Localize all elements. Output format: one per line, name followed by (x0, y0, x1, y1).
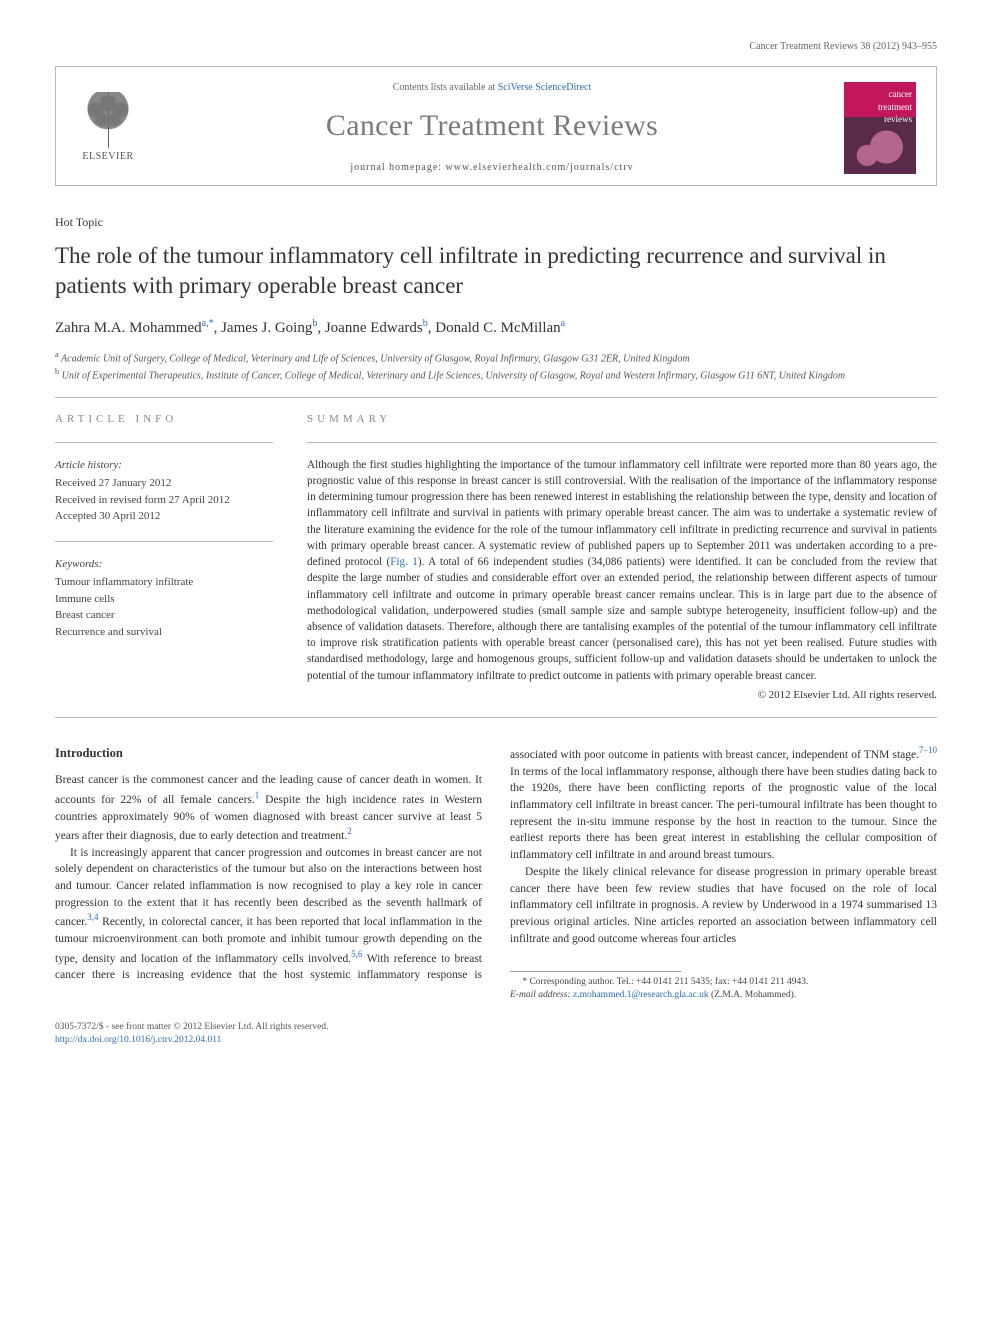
ref-3-4[interactable]: 3,4 (87, 912, 98, 922)
divider (55, 717, 937, 718)
front-matter-line: 0305-7372/$ - see front matter © 2012 El… (55, 1021, 937, 1034)
cover-line1: cancer (848, 88, 912, 101)
keyword-3: Recurrence and survival (55, 624, 273, 641)
summary-text: Although the first studies highlighting … (307, 457, 937, 684)
p4: Despite the likely clinical relevance fo… (510, 866, 937, 945)
ref-5-6[interactable]: 5,6 (351, 949, 362, 959)
history-accepted: Accepted 30 April 2012 (55, 508, 273, 525)
homepage-prefix: journal homepage: (350, 162, 445, 173)
author-2: , James J. Going (214, 320, 313, 336)
corresponding-author: Corresponding author. Tel.: +44 0141 211… (527, 977, 808, 987)
bottom-strip: 0305-7372/$ - see front matter © 2012 El… (55, 1021, 937, 1048)
history-title: Article history: (55, 457, 273, 474)
history-revised: Received in revised form 27 April 2012 (55, 492, 273, 509)
email-label: E-mail address: (510, 990, 573, 1000)
divider (307, 442, 937, 443)
keyword-2: Breast cancer (55, 607, 273, 624)
contents-prefix: Contents lists available at (393, 82, 498, 93)
intro-heading: Introduction (55, 744, 482, 762)
doi-link[interactable]: http://dx.doi.org/10.1016/j.ctrv.2012.04… (55, 1035, 221, 1045)
divider (55, 541, 273, 542)
author-3: , Joanne Edwards (317, 320, 422, 336)
email-suffix: (Z.M.A. Mohammed). (709, 990, 797, 1000)
footnote-rule (510, 971, 681, 972)
elsevier-logo: ELSEVIER (76, 92, 140, 164)
running-head: Cancer Treatment Reviews 38 (2012) 943–9… (55, 40, 937, 54)
email-link[interactable]: z.mohammed.1@research.gla.ac.uk (573, 990, 709, 1000)
journal-homepage: journal homepage: www.elsevierhealth.com… (158, 161, 826, 175)
sciencedirect-link[interactable]: SciVerse ScienceDirect (498, 82, 592, 93)
journal-title: Cancer Treatment Reviews (158, 105, 826, 147)
elsevier-tree-icon (80, 92, 136, 148)
journal-cover-thumbnail: cancer treatment reviews (844, 82, 916, 174)
affiliation-a: Academic Unit of Surgery, College of Med… (61, 353, 690, 364)
cover-line2: treatment (848, 101, 912, 114)
ref-7-10[interactable]: 7–10 (919, 745, 937, 755)
body-columns: Introduction Breast cancer is the common… (55, 744, 937, 1002)
author-1: Zahra M.A. Mohammed (55, 320, 202, 336)
fig-1-link[interactable]: Fig. 1 (390, 556, 418, 568)
keyword-1: Immune cells (55, 591, 273, 608)
keywords-title: Keywords: (55, 556, 273, 573)
summary-copyright: © 2012 Elsevier Ltd. All rights reserved… (307, 688, 937, 703)
author-4: , Donald C. McMillan (428, 320, 561, 336)
homepage-url[interactable]: www.elsevierhealth.com/journals/ctrv (446, 162, 634, 173)
article-category: Hot Topic (55, 214, 937, 231)
summary-label: SUMMARY (307, 412, 937, 427)
affiliations: a Academic Unit of Surgery, College of M… (55, 349, 937, 384)
article-info-label: ARTICLE INFO (55, 412, 273, 427)
summary-before-link: Although the first studies highlighting … (307, 459, 937, 568)
affiliation-b: Unit of Experimental Therapeutics, Insti… (62, 370, 845, 381)
summary-after-link: ). A total of 66 independent studies (34… (307, 556, 937, 682)
contents-available-line: Contents lists available at SciVerse Sci… (158, 81, 826, 95)
publisher-name: ELSEVIER (82, 150, 133, 164)
divider (55, 442, 273, 443)
footnote-block: * Corresponding author. Tel.: +44 0141 2… (510, 971, 937, 1003)
authors-line: Zahra M.A. Mohammeda,*, James J. Goingb,… (55, 317, 937, 339)
divider (55, 397, 937, 398)
article-title: The role of the tumour inflammatory cell… (55, 241, 937, 301)
cover-line3: reviews (848, 113, 912, 126)
p3c: In terms of the local inflammatory respo… (510, 766, 937, 861)
author-1-aff: a, (202, 318, 209, 329)
author-4-aff: a (561, 318, 565, 329)
ref-2[interactable]: 2 (347, 826, 352, 836)
journal-header: ELSEVIER Contents lists available at Sci… (55, 66, 937, 186)
keyword-0: Tumour inflammatory infiltrate (55, 574, 273, 591)
history-received: Received 27 January 2012 (55, 475, 273, 492)
